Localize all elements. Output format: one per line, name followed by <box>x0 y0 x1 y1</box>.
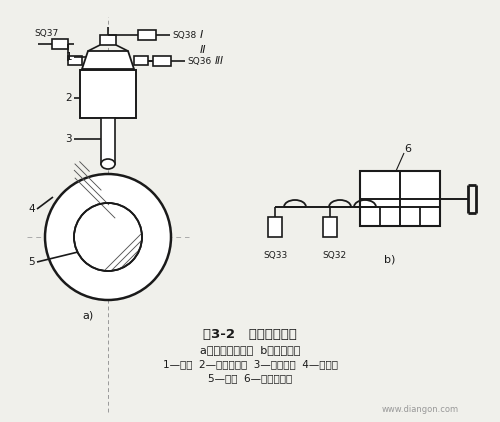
Text: 5—主轴  6—换挡液压缸: 5—主轴 6—换挡液压缸 <box>208 373 292 383</box>
Bar <box>101 118 115 164</box>
Text: 6: 6 <box>404 144 411 154</box>
Text: www.diangon.com: www.diangon.com <box>382 406 458 414</box>
Text: a): a) <box>82 310 94 320</box>
Text: a）主轴定向机构  b）换挡控制: a）主轴定向机构 b）换挡控制 <box>200 345 300 355</box>
Text: III: III <box>215 56 224 66</box>
Bar <box>80 70 136 118</box>
Text: 1: 1 <box>66 52 72 62</box>
Text: 4: 4 <box>28 204 35 214</box>
Bar <box>134 56 148 65</box>
Text: SQ33: SQ33 <box>263 251 287 260</box>
Text: b): b) <box>384 255 396 265</box>
Bar <box>360 171 440 226</box>
Text: 5: 5 <box>28 257 35 267</box>
Bar <box>100 35 116 45</box>
Text: I: I <box>200 30 203 40</box>
Text: SQ38: SQ38 <box>172 30 197 40</box>
Text: II: II <box>200 45 206 55</box>
Polygon shape <box>82 51 134 69</box>
Text: SQ36: SQ36 <box>187 57 212 65</box>
Bar <box>138 30 156 40</box>
Bar <box>323 217 337 237</box>
Bar <box>153 56 171 66</box>
Text: 1—撞块  2—定向液压缸  3—定向活塞  4—定位盘: 1—撞块 2—定向液压缸 3—定向活塞 4—定位盘 <box>162 359 338 369</box>
Ellipse shape <box>101 159 115 169</box>
Circle shape <box>45 174 171 300</box>
Bar <box>268 217 282 237</box>
Text: SQ37: SQ37 <box>34 29 58 38</box>
Text: 图3-2   主轴定向控制: 图3-2 主轴定向控制 <box>203 327 297 341</box>
Bar <box>68 56 82 65</box>
Circle shape <box>74 203 142 271</box>
Bar <box>52 39 68 49</box>
Text: 2: 2 <box>66 93 72 103</box>
Text: 3: 3 <box>66 134 72 144</box>
Text: SQ32: SQ32 <box>322 251 346 260</box>
